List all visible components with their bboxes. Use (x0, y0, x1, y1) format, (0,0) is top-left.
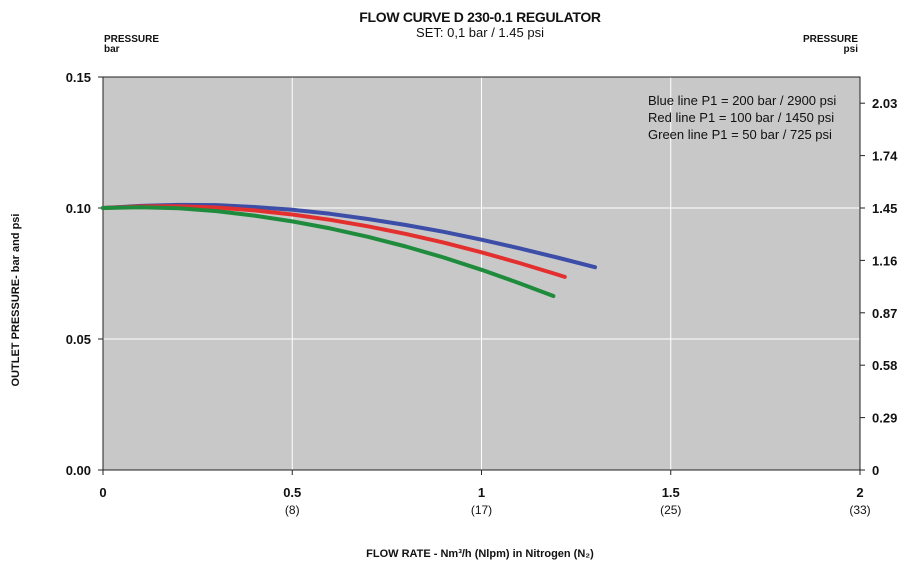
left-axis-header-quantity: PRESSURE (104, 34, 160, 45)
chart-subtitle: SET: 0,1 bar / 1.45 psi (416, 25, 544, 40)
right-axis-header: PRESSURE psi (803, 35, 858, 55)
legend-entry: Blue line P1 = 200 bar / 2900 psi (648, 93, 836, 108)
y-tick-label-left: 0.10 (66, 201, 91, 216)
left-axis-header: PRESSURE bar (104, 35, 159, 55)
legend-entry: Red line P1 = 100 bar / 1450 psi (648, 110, 834, 125)
y-tick-label-left: 0.05 (66, 332, 91, 347)
x-tick-label-nlpm: (33) (849, 503, 870, 517)
x-tick-label: 0 (99, 485, 106, 500)
x-tick-label-nlpm: (17) (471, 503, 492, 517)
x-tick-label: 2 (856, 485, 863, 500)
y-tick-label-right: 1.45 (872, 201, 897, 216)
y-tick-label-left: 0.15 (66, 70, 91, 85)
plot-area: 0.00 0.05 0.10 0.15 0 0.29 0.58 0.87 1.16 1.45 1.7… (66, 70, 898, 517)
right-axis-header-unit: psi (843, 44, 858, 55)
left-axis-header-unit: bar (104, 44, 120, 55)
y-tick-label-left: 0.00 (66, 463, 91, 478)
y-tick-label-right: 0.58 (872, 358, 897, 373)
x-tick-label-nlpm: (8) (285, 503, 300, 517)
x-axis-label: FLOW RATE - Nm³/h (Nlpm) in Nitrogen (N₂… (366, 548, 594, 560)
y-tick-label-right: 1.74 (872, 149, 898, 164)
x-tick-label: 0.5 (283, 485, 301, 500)
series-line-2 (101, 204, 567, 279)
y-tick-label-right: 0 (872, 463, 879, 478)
chart-title: FLOW CURVE D 230-0.1 REGULATOR (359, 9, 601, 25)
x-tick-label: 1.5 (662, 485, 680, 500)
series-line-3 (101, 205, 556, 298)
x-tick-label-nlpm: (25) (660, 503, 681, 517)
y-tick-label-right: 2.03 (872, 96, 897, 111)
y-tick-label-right: 0.29 (872, 411, 897, 426)
y-tick-label-right: 0.87 (872, 306, 897, 321)
right-axis-header-quantity: PRESSURE (802, 34, 858, 45)
legend-entry: Green line P1 = 50 bar / 725 psi (648, 127, 832, 142)
y-tick-label-right: 1.16 (872, 253, 897, 268)
x-tick-label: 1 (478, 485, 485, 500)
